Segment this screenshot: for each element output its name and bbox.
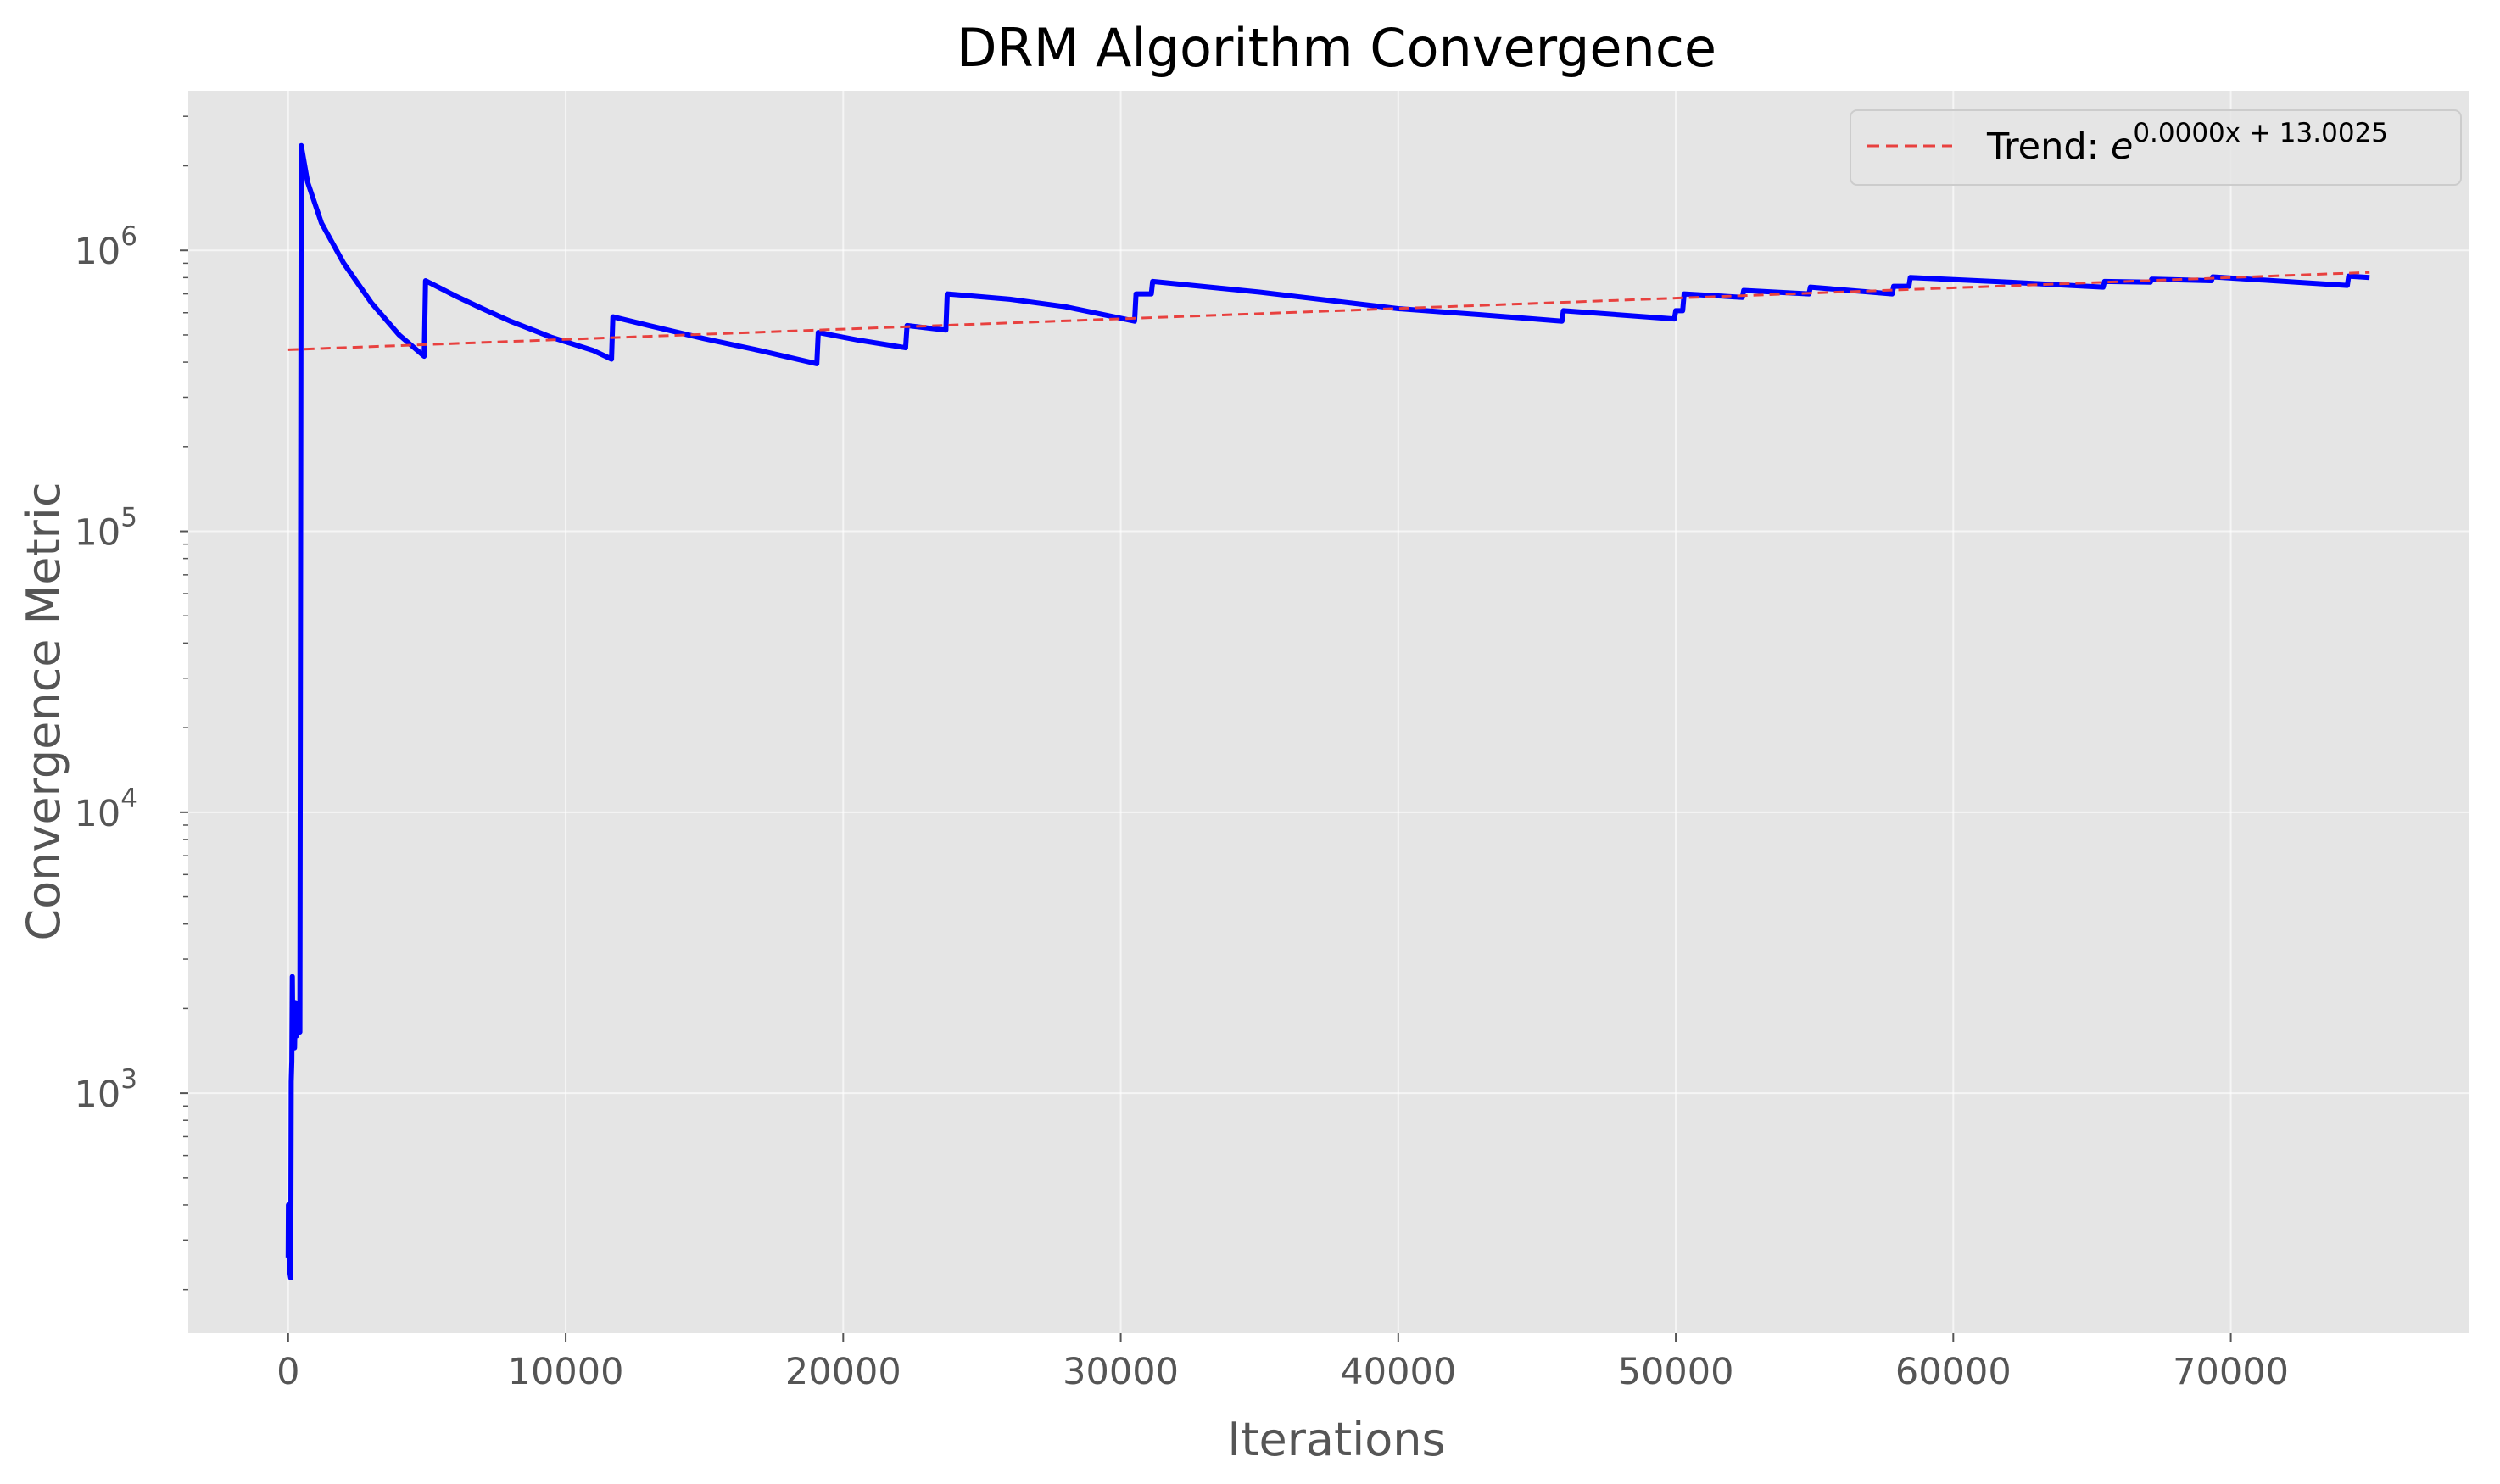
x-tick-label: 10000 <box>508 1351 624 1393</box>
x-axis-label: Iterations <box>1227 1413 1445 1466</box>
x-tick-label: 0 <box>276 1351 299 1393</box>
y-tick-label: 104 <box>75 784 137 835</box>
y-tick-label: 105 <box>75 503 137 555</box>
y-tick-label: 103 <box>75 1064 137 1116</box>
chart-title: DRM Algorithm Convergence <box>957 17 1716 79</box>
y-tick-label: 106 <box>75 221 137 273</box>
y-axis-label: Convergence Metric <box>17 482 70 940</box>
legend-trend-label: Trend: e0.0000x + 13.0025 <box>1986 118 2388 168</box>
plot-area <box>188 91 2469 1333</box>
legend-box <box>1850 109 2462 186</box>
x-tick-label: 30000 <box>1063 1351 1179 1393</box>
trend-line <box>287 271 2370 351</box>
x-tick-label: 20000 <box>785 1351 901 1393</box>
y-axis: 103 104 105 106 <box>75 115 188 1291</box>
x-axis: 0 10000 20000 30000 40000 50000 60000 70000 <box>276 1333 2289 1393</box>
x-tick-label: 70000 <box>2173 1351 2289 1393</box>
convergence-series-line <box>285 142 2370 1280</box>
legend: Trend: e0.0000x + 13.0025 <box>1850 109 2462 186</box>
plot-lines <box>285 142 2370 1280</box>
x-tick-label: 50000 <box>1618 1351 1734 1393</box>
x-tick-label: 60000 <box>1895 1351 2012 1393</box>
x-tick-label: 40000 <box>1340 1351 1456 1393</box>
